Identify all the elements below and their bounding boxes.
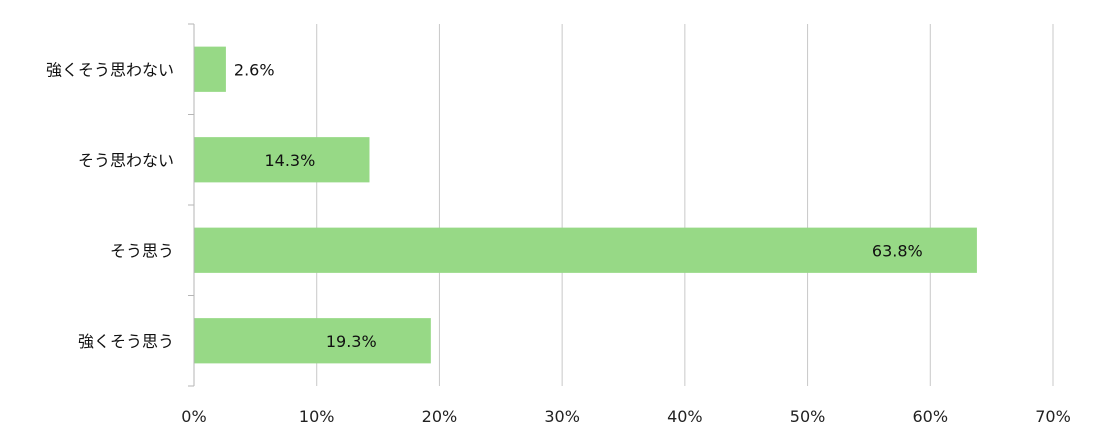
- bar: [194, 137, 370, 183]
- bar: [194, 46, 226, 92]
- x-tick-label: 40%: [667, 407, 703, 426]
- bar: [194, 227, 977, 273]
- x-tick-label: 20%: [422, 407, 458, 426]
- category-label: そう思う: [110, 241, 174, 260]
- axes: [188, 23, 195, 387]
- bar: [194, 318, 431, 364]
- x-tick-label: 30%: [544, 407, 580, 426]
- grid-lines: [316, 24, 1054, 386]
- category-label: 強くそう思う: [78, 332, 174, 351]
- data-label: 2.6%: [234, 60, 275, 79]
- bars: [194, 46, 977, 364]
- category-label: 強くそう思わない: [46, 60, 174, 79]
- labels: 強くそう思わない 2.6% そう思わない 14.3% そう思う 63.8% 強くそう思う 19…: [46, 60, 1071, 426]
- data-label: 63.8%: [872, 241, 923, 260]
- x-tick-label: 10%: [299, 407, 335, 426]
- x-tick-label: 50%: [790, 407, 826, 426]
- data-label: 19.3%: [326, 332, 377, 351]
- data-label: 14.3%: [264, 151, 315, 170]
- x-tick-label: 0%: [181, 407, 206, 426]
- x-tick-label: 70%: [1035, 407, 1071, 426]
- x-tick-label: 60%: [913, 407, 949, 426]
- category-label: そう思わない: [78, 151, 174, 170]
